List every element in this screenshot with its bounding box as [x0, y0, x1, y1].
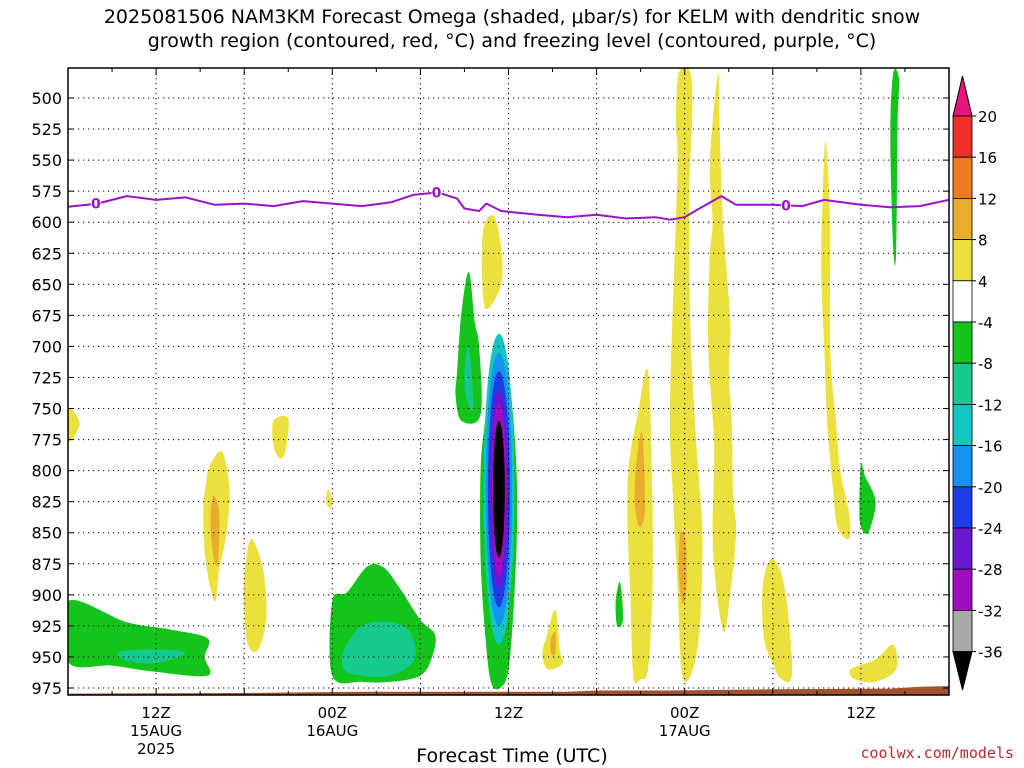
- omega-region: [68, 408, 80, 443]
- y-tick-label: 500: [31, 89, 62, 108]
- credit-text: coolwx.com/models: [860, 744, 1014, 762]
- x-tick-label: 12Z: [141, 704, 170, 722]
- y-tick-label: 700: [31, 337, 62, 356]
- colorbar-bottom-arrow: [952, 651, 973, 691]
- colorbar-bin: [952, 280, 973, 323]
- colorbar-bin: [952, 197, 973, 240]
- colorbar-label: -28: [978, 561, 1003, 579]
- x-tick-date: 17AUG: [659, 722, 711, 740]
- colorbar: 20 16 12 8 4 -4 -8 -12 -16 -20 -24 -28 -32 -36: [952, 75, 1003, 691]
- y-axis: 500 525 550 575 600 625 650 675 700 725 750 775 800 8…: [31, 89, 949, 698]
- omega-region: [550, 631, 557, 656]
- omega-core-ring: [493, 420, 505, 558]
- y-tick-label: 900: [31, 586, 62, 605]
- omega-region: [68, 599, 211, 677]
- x-axis-title: Forecast Time (UTC): [416, 745, 608, 767]
- freezing-level-line: [68, 191, 949, 221]
- omega-region: [464, 345, 474, 412]
- colorbar-label: -36: [978, 644, 1003, 662]
- colorbar-bin: [952, 403, 973, 446]
- omega-region: [272, 415, 289, 459]
- omega-region: [210, 495, 220, 567]
- freezing-label-bg: [781, 197, 792, 213]
- omega-region: [326, 489, 333, 508]
- freezing-level-label: 0: [432, 186, 442, 202]
- y-tick-label: 825: [31, 493, 62, 512]
- freezing-label-bg: [431, 184, 442, 200]
- omega-region: [244, 538, 267, 653]
- freezing-level-label: 0: [781, 198, 791, 214]
- omega-region: [849, 644, 898, 683]
- colorbar-label: 16: [978, 149, 997, 167]
- colorbar-label: -32: [978, 602, 1003, 620]
- y-tick-label: 575: [31, 182, 62, 201]
- y-tick-label: 850: [31, 524, 62, 543]
- omega-shading: [68, 68, 900, 690]
- freezing-level-layer: 0 0 0: [68, 184, 949, 221]
- y-tick-label: 875: [31, 555, 62, 574]
- freezing-label-bg: [90, 195, 101, 211]
- x-tick-label: 00Z: [318, 704, 347, 722]
- colorbar-label: -8: [978, 355, 993, 373]
- colorbar-label: 12: [978, 190, 997, 208]
- omega-region: [708, 73, 737, 633]
- omega-region: [481, 215, 503, 310]
- x-tick-label: 00Z: [670, 704, 699, 722]
- omega-region: [634, 432, 646, 527]
- omega-region: [859, 463, 876, 535]
- colorbar-label: -20: [978, 479, 1003, 497]
- y-tick-label: 600: [31, 213, 62, 232]
- omega-region: [615, 581, 624, 628]
- y-tick-label: 775: [31, 431, 62, 450]
- omega-region: [669, 68, 703, 683]
- colorbar-bin: [952, 486, 973, 529]
- omega-region: [678, 531, 687, 604]
- y-tick-label: 750: [31, 400, 62, 419]
- omega-region: [762, 559, 793, 683]
- colorbar-bin: [952, 527, 973, 570]
- freezing-level-label: 0: [91, 197, 101, 213]
- x-tick-label: 12Z: [494, 704, 523, 722]
- colorbar-bin: [952, 445, 973, 488]
- colorbar-label: -4: [978, 314, 993, 332]
- colorbar-label: -24: [978, 520, 1003, 538]
- x-tick-date: 16AUG: [306, 722, 358, 740]
- omega-region: [890, 68, 900, 266]
- colorbar-bin: [952, 115, 973, 158]
- colorbar-bin: [952, 321, 973, 364]
- y-tick-label: 675: [31, 306, 62, 325]
- y-tick-label: 650: [31, 275, 62, 294]
- y-tick-label: 525: [31, 120, 62, 139]
- y-tick-label: 550: [31, 151, 62, 170]
- x-tick-year: 2025: [137, 740, 175, 758]
- omega-region: [341, 621, 416, 678]
- y-tick-label: 925: [31, 617, 62, 636]
- colorbar-label: -12: [978, 396, 1003, 414]
- colorbar-label: 8: [978, 232, 988, 250]
- y-tick-label: 725: [31, 368, 62, 387]
- chart-title-line1: 2025081506 NAM3KM Forecast Omega (shaded…: [103, 6, 921, 28]
- colorbar-bin: [952, 239, 973, 282]
- colorbar-bin: [952, 362, 973, 405]
- colorbar-bin: [952, 156, 973, 199]
- chart-title-line2: growth region (contoured, red, °C) and f…: [147, 30, 877, 52]
- colorbar-bin: [952, 610, 973, 653]
- y-tick-label: 950: [31, 648, 62, 667]
- colorbar-label: 20: [978, 108, 997, 126]
- y-tick-label: 800: [31, 462, 62, 481]
- omega-region: [117, 649, 186, 664]
- colorbar-top-arrow: [952, 75, 973, 117]
- y-tick-label: 975: [31, 679, 62, 698]
- colorbar-bin: [952, 568, 973, 611]
- colorbar-label: -16: [978, 438, 1003, 456]
- y-tick-label: 625: [31, 244, 62, 263]
- colorbar-label: 4: [978, 273, 988, 291]
- x-tick-date: 15AUG: [130, 722, 182, 740]
- x-tick-label: 12Z: [846, 704, 875, 722]
